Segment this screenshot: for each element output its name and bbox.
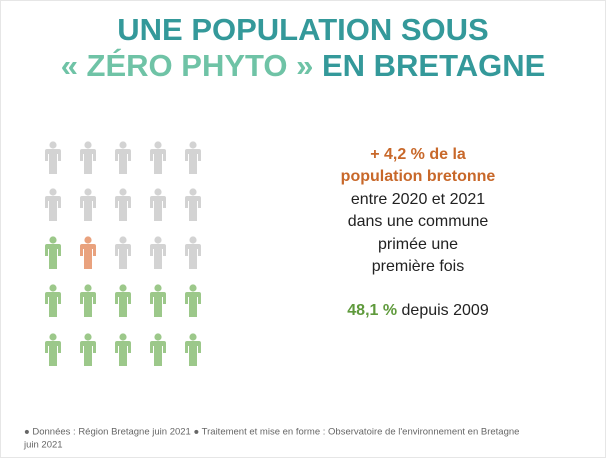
icon-body bbox=[185, 244, 201, 269]
icon-head bbox=[189, 333, 197, 341]
title-end: EN BRETAGNE bbox=[322, 48, 545, 83]
person-icon bbox=[115, 236, 131, 269]
person-icon bbox=[80, 333, 96, 366]
icon-head bbox=[119, 284, 127, 292]
icon-body bbox=[185, 196, 201, 221]
highlight: + 4,2 % de la bbox=[370, 146, 466, 163]
person-icon bbox=[185, 333, 201, 366]
person-icon bbox=[150, 141, 166, 174]
icon-body bbox=[80, 149, 96, 174]
icon-body bbox=[150, 196, 166, 221]
footer: juin 2021 bbox=[23, 440, 63, 451]
person-icon bbox=[115, 284, 131, 317]
icon-body bbox=[185, 341, 201, 366]
icon-head bbox=[84, 333, 92, 341]
icon-body bbox=[115, 149, 131, 174]
icon-head bbox=[119, 333, 127, 341]
person-icon bbox=[150, 284, 166, 317]
icon-body bbox=[185, 149, 201, 174]
icon-body bbox=[115, 292, 131, 317]
person-icon bbox=[45, 141, 61, 174]
icon-body bbox=[150, 244, 166, 269]
person-icon bbox=[45, 188, 61, 221]
stat-text: depuis 2009 bbox=[402, 302, 489, 319]
icon-head bbox=[84, 188, 92, 196]
person-icon bbox=[150, 188, 166, 221]
description: dans une commune bbox=[348, 213, 489, 230]
title-line: UNE POPULATION SOUS bbox=[117, 12, 488, 47]
icon-head bbox=[49, 236, 57, 244]
icon-head bbox=[154, 236, 162, 244]
icon-head bbox=[154, 284, 162, 292]
icon-head bbox=[189, 236, 197, 244]
icon-body bbox=[80, 196, 96, 221]
icon-head bbox=[154, 188, 162, 196]
person-icon bbox=[80, 188, 96, 221]
description: primée une bbox=[378, 236, 458, 253]
icon-body bbox=[150, 292, 166, 317]
icon-body bbox=[150, 341, 166, 366]
icon-head bbox=[154, 141, 162, 149]
icon-head bbox=[84, 284, 92, 292]
highlight: population bretonne bbox=[341, 168, 496, 185]
icon-body bbox=[80, 244, 96, 269]
person-icon bbox=[45, 284, 61, 317]
icon-body bbox=[80, 292, 96, 317]
description: entre 2020 et 2021 bbox=[351, 191, 485, 208]
icon-head bbox=[189, 141, 197, 149]
icon-head bbox=[119, 236, 127, 244]
person-icon bbox=[80, 236, 96, 269]
icon-head bbox=[189, 188, 197, 196]
icon-head bbox=[49, 188, 57, 196]
title-line: « ZÉRO PHYTO » EN BRETAGNE bbox=[61, 48, 546, 83]
person-icon bbox=[185, 236, 201, 269]
person-icon bbox=[185, 188, 201, 221]
person-icon bbox=[45, 236, 61, 269]
person-icon bbox=[185, 284, 201, 317]
icon-body bbox=[45, 292, 61, 317]
person-icon bbox=[115, 333, 131, 366]
icon-head bbox=[119, 188, 127, 196]
icon-head bbox=[84, 236, 92, 244]
icon-head bbox=[119, 141, 127, 149]
person-icon bbox=[150, 333, 166, 366]
person-icon bbox=[80, 284, 96, 317]
person-icon bbox=[150, 236, 166, 269]
icon-body bbox=[45, 341, 61, 366]
person-icon bbox=[45, 333, 61, 366]
icon-head bbox=[154, 333, 162, 341]
icon-head bbox=[49, 141, 57, 149]
icon-head bbox=[49, 333, 57, 341]
title-accent: « ZÉRO PHYTO » bbox=[61, 48, 314, 83]
stat-value: 48,1 % bbox=[347, 302, 397, 319]
icon-head bbox=[189, 284, 197, 292]
stat-line: 48,1 % depuis 2009 bbox=[347, 302, 489, 319]
icon-body bbox=[80, 341, 96, 366]
person-icon bbox=[80, 141, 96, 174]
person-icon bbox=[185, 141, 201, 174]
icon-body bbox=[115, 196, 131, 221]
icon-grid bbox=[45, 141, 201, 366]
icon-body bbox=[45, 149, 61, 174]
icon-body bbox=[45, 196, 61, 221]
icon-head bbox=[84, 141, 92, 149]
icon-body bbox=[185, 292, 201, 317]
person-icon bbox=[115, 188, 131, 221]
icon-body bbox=[150, 149, 166, 174]
person-icon bbox=[115, 141, 131, 174]
icon-body bbox=[45, 244, 61, 269]
icon-body bbox=[115, 341, 131, 366]
icon-head bbox=[49, 284, 57, 292]
description: première fois bbox=[372, 258, 464, 275]
icon-body bbox=[115, 244, 131, 269]
footer: ● Données : Région Bretagne juin 2021 ● … bbox=[24, 427, 519, 438]
